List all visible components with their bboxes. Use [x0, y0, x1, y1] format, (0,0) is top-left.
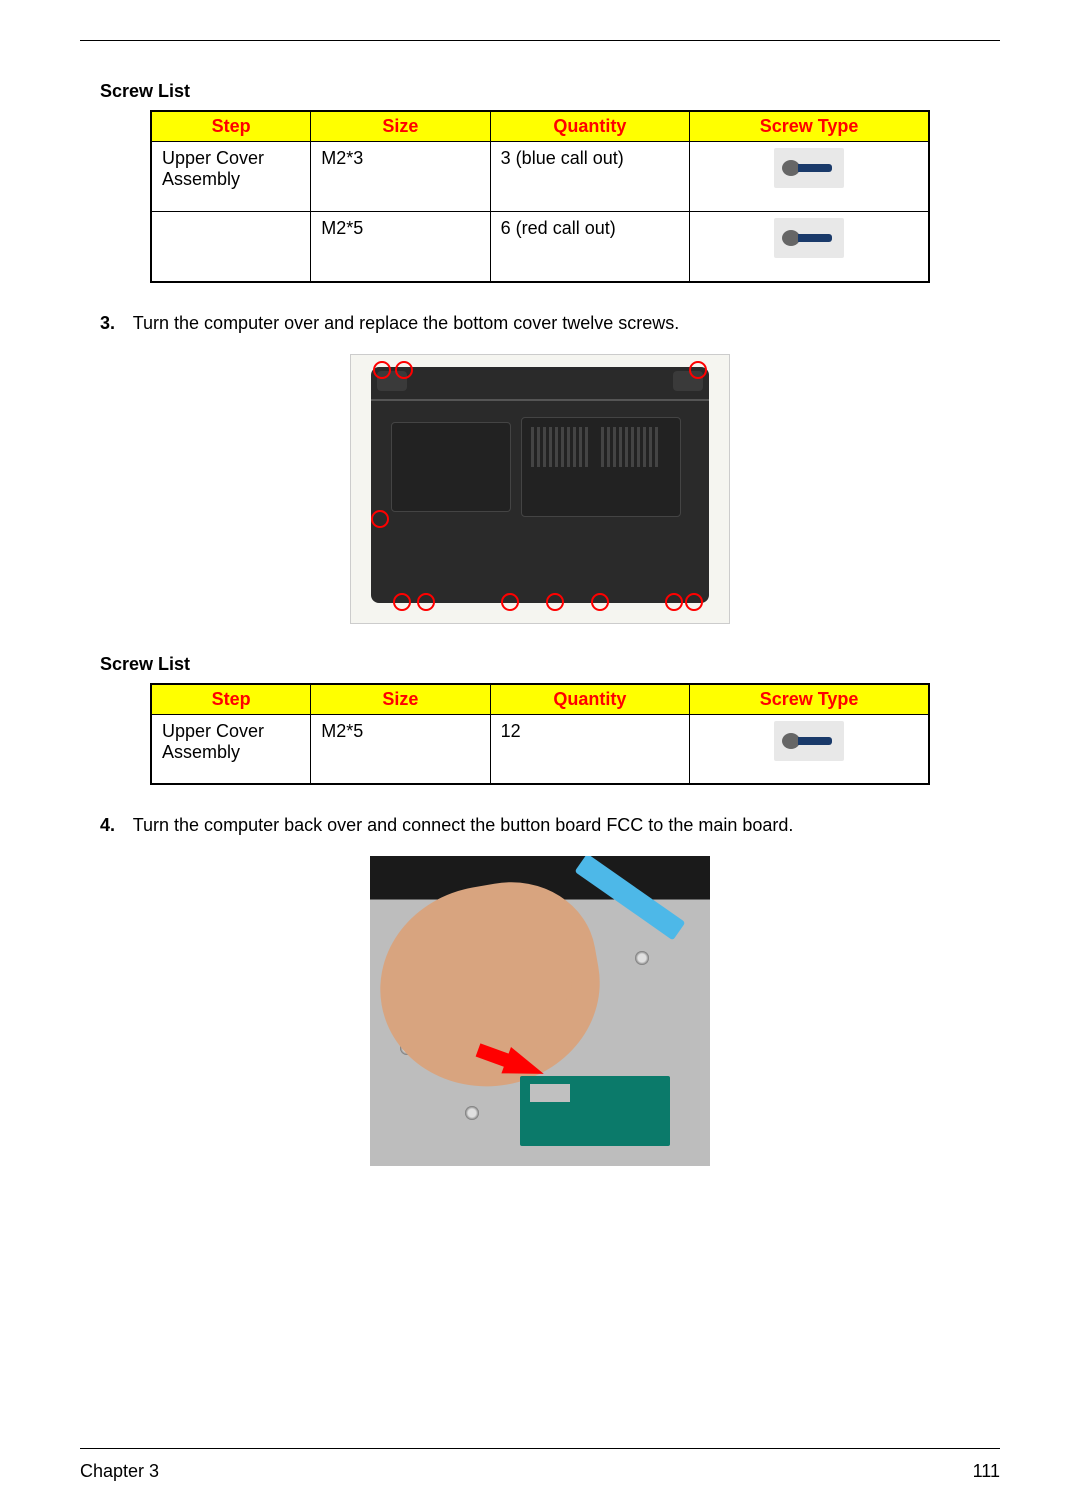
screw-list-heading-2: Screw List	[100, 654, 1000, 675]
cell-screw-type	[690, 714, 929, 784]
step-3: 3. Turn the computer over and replace th…	[100, 313, 1000, 334]
cell-step: Upper Cover Assembly	[151, 142, 311, 212]
rivet-icon	[465, 1106, 479, 1120]
cell-size: M2*3	[311, 142, 490, 212]
th-size: Size	[311, 111, 490, 142]
th-type: Screw Type	[690, 684, 929, 715]
screw-callout-icon	[371, 510, 389, 528]
page-footer: Chapter 3 111	[80, 1448, 1000, 1482]
table-row: Upper Cover Assembly M2*5 12	[151, 714, 929, 784]
step-text: Turn the computer over and replace the b…	[133, 313, 680, 333]
th-quantity: Quantity	[490, 111, 689, 142]
cell-screw-type	[690, 212, 929, 282]
table-row: Upper Cover Assembly M2*3 3 (blue call o…	[151, 142, 929, 212]
table-row: M2*5 6 (red call out)	[151, 212, 929, 282]
figure-fcc-connect	[370, 856, 710, 1166]
cell-qty: 3 (blue call out)	[490, 142, 689, 212]
cell-size: M2*5	[311, 212, 490, 282]
panel	[391, 422, 511, 512]
th-size: Size	[311, 684, 490, 715]
page-top-rule	[80, 40, 1000, 41]
figure-bottom-cover	[350, 354, 730, 624]
cell-qty: 6 (red call out)	[490, 212, 689, 282]
screw-callout-icon	[393, 593, 411, 611]
screw-callout-icon	[665, 593, 683, 611]
screw-callout-icon	[501, 593, 519, 611]
cell-screw-type	[690, 142, 929, 212]
cell-step: Upper Cover Assembly	[151, 714, 311, 784]
cell-qty: 12	[490, 714, 689, 784]
step-text: Turn the computer back over and connect …	[133, 815, 794, 835]
screw-icon	[774, 721, 844, 761]
vent	[531, 427, 591, 467]
cell-size: M2*5	[311, 714, 490, 784]
th-step: Step	[151, 684, 311, 715]
screw-table-1: Step Size Quantity Screw Type Upper Cove…	[150, 110, 930, 283]
footer-page: 111	[973, 1461, 1000, 1482]
cell-step	[151, 212, 311, 282]
th-quantity: Quantity	[490, 684, 689, 715]
screw-list-heading-1: Screw List	[100, 81, 1000, 102]
step-4: 4. Turn the computer back over and conne…	[100, 815, 1000, 836]
laptop-body	[371, 367, 709, 603]
screw-callout-icon	[685, 593, 703, 611]
screw-callout-icon	[546, 593, 564, 611]
button-board-pcb	[520, 1076, 670, 1146]
screw-icon	[774, 148, 844, 188]
screw-callout-icon	[395, 361, 413, 379]
th-step: Step	[151, 111, 311, 142]
step-num: 3.	[100, 313, 128, 334]
footer-chapter: Chapter 3	[80, 1461, 159, 1482]
screw-callout-icon	[417, 593, 435, 611]
rivet-icon	[635, 951, 649, 965]
step-num: 4.	[100, 815, 128, 836]
screw-icon	[774, 218, 844, 258]
screw-callout-icon	[373, 361, 391, 379]
vent	[601, 427, 661, 467]
th-type: Screw Type	[690, 111, 929, 142]
screw-callout-icon	[591, 593, 609, 611]
screw-table-2: Step Size Quantity Screw Type Upper Cove…	[150, 683, 930, 786]
screw-callout-icon	[689, 361, 707, 379]
